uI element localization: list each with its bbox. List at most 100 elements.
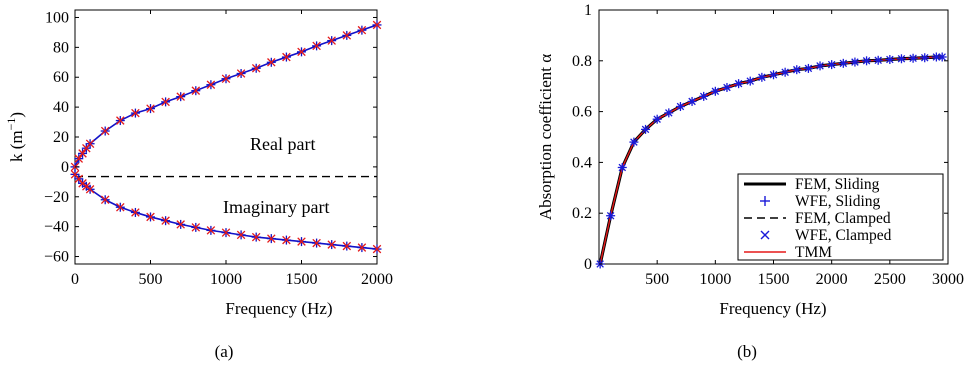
wfe-clamped-point [793,65,801,74]
annotation-imaginary-part: Imaginary part [223,197,329,217]
y-tick-label: 0.4 [572,154,592,171]
imag-point-cross [251,232,261,242]
imag-point-cross [146,212,155,222]
imag-point-cross [282,235,291,245]
ticks-b: 500 1000 1500 2000 2500 3000 0 0.2 0.4 0.6 0.8 1 [572,2,964,288]
wfe-clamped-point [769,71,778,79]
wfe-clamped-point [723,83,731,92]
y-tick-label: 0.6 [572,104,592,121]
wfe-clamped-point [862,57,871,65]
wfe-clamped-point [688,97,696,106]
x-tick-label: 500 [645,271,669,288]
real-point-cross [297,47,306,57]
y-tick-label: 80 [53,39,69,56]
real-point-cross [176,92,185,101]
legend-box [737,173,944,261]
panel-b: 500 1000 1500 2000 2500 3000 0 0.2 0.4 0.6 0.8 1 Fr… [536,2,964,361]
series-line-real-part [74,24,378,168]
wfe-clamped-point [886,55,894,64]
y-tick-label: 0 [61,159,69,176]
wfe-clamped-point [676,102,685,111]
imag-point-cross [131,208,140,217]
real-point-cross [357,25,367,35]
imag-point-cross [297,237,306,246]
imag-point-cross [342,241,352,251]
legend-label-wfe-clamped: WFE, Clamped [795,227,892,244]
wfe-clamped-point [653,115,661,123]
y-tick-label: 0 [584,256,592,273]
wfe-clamped-point [816,62,824,70]
legend-label-fem-sliding: FEM, Sliding [795,176,880,193]
imag-point-cross [221,228,231,237]
subcaption-a: (a) [215,342,234,361]
x-tick-label: 500 [139,271,163,288]
real-point-cross [146,104,155,113]
x-tick-label: 3000 [932,271,964,288]
x-tick-label: 1000 [210,271,242,288]
real-point-cross [206,80,216,89]
wfe-clamped-point [827,60,836,69]
x-tick-label: 1500 [758,271,790,288]
real-point-cross [116,116,125,125]
real-point-cross [85,139,95,148]
imag-point-cross [85,185,95,194]
real-point-cross [78,149,87,158]
wfe-clamped-point [781,68,789,76]
real-point-cross [251,64,261,73]
real-point-cross [74,154,84,163]
wfe-clamped-point [938,53,946,61]
y-tick-label: 0.8 [572,53,592,70]
y-tick-label: 100 [45,9,69,26]
real-point-cross [191,86,201,95]
real-point-cross [236,69,246,78]
legend-label-fem-clamped: FEM, Clamped [795,210,891,227]
y-tick-label: 20 [53,129,69,146]
real-point-cross [327,36,336,45]
imag-point-cross [206,226,216,235]
panel-a: 0 500 1000 1500 2000 −60 −40 −20 0 20 40 60 80 100 Re… [4,9,393,361]
imag-point-cross [327,240,336,249]
legend-label-tmm: TMM [795,244,832,261]
subcaption-b: (b) [737,342,757,361]
wfe-clamped-point [920,53,929,62]
legend-label-wfe-sliding: WFE, Sliding [795,193,881,210]
x-axis-label-b: Frequency (Hz) [719,299,826,318]
real-point-cross [342,31,352,40]
y-tick-label: 40 [53,99,69,116]
y-axis-label-a-main: k (m [7,130,26,162]
wfe-clamped-point [641,125,650,134]
imag-point-cross [176,220,185,229]
ticks-a: 0 500 1000 1500 2000 −60 −40 −20 0 20 40 60 80 100 [44,9,393,288]
imag-point-cross [267,234,276,243]
series-b [595,52,947,269]
x-tick-label: 2000 [361,271,393,288]
wfe-clamped-point [618,163,627,172]
annotation-real-part: Real part [250,134,315,154]
imag-point-cross [236,230,246,240]
real-point-cross [131,108,140,118]
wfe-clamped-point [874,56,882,65]
y-tick-label: −60 [44,249,69,266]
wfe-clamped-point [897,55,906,63]
y-tick-label: −20 [44,189,69,206]
x-tick-label: 1500 [286,271,318,288]
wfe-clamped-point [630,138,638,146]
y-tick-label: 0.2 [572,205,592,222]
wfe-clamped-point [804,64,813,73]
imag-point-cross [372,244,382,254]
wfe-clamped-point [665,109,673,117]
y-axis-label-a-sup: −1 [4,118,18,131]
y-tick-label: 60 [53,69,69,86]
y-axis-label-a-tail: ) [7,112,26,118]
y-tick-label: 1 [584,2,592,19]
wfe-clamped-point [734,79,743,88]
y-axis-label-b: Absorption coefficient α [536,54,555,220]
imag-point-cross [357,243,367,252]
real-point-cross [372,20,382,30]
series-a [70,20,382,254]
imag-point-cross [100,195,110,205]
x-tick-label: 2500 [874,271,906,288]
wfe-clamped-point [758,73,766,82]
legend-swatch-wfe-sliding [760,196,770,206]
